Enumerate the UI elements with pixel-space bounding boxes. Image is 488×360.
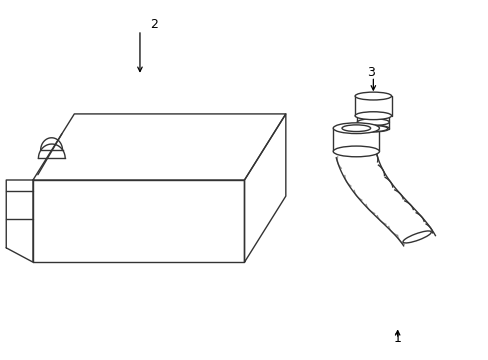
Ellipse shape [354,112,391,120]
Ellipse shape [341,125,370,131]
Ellipse shape [332,146,379,157]
Ellipse shape [402,231,430,243]
Ellipse shape [354,92,391,100]
Ellipse shape [358,126,387,131]
Ellipse shape [357,112,388,119]
Text: 3: 3 [366,66,374,79]
Text: 2: 2 [150,18,158,31]
Ellipse shape [332,123,379,134]
Ellipse shape [357,119,388,126]
Ellipse shape [357,125,388,132]
Text: 1: 1 [393,333,401,346]
